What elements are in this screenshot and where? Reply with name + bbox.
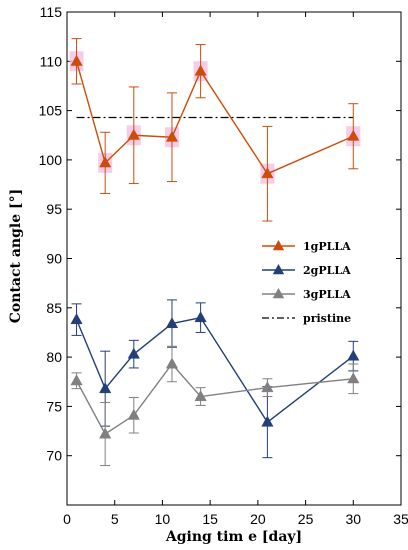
legend-item: 1gPLLA — [262, 240, 351, 253]
data-point — [165, 130, 179, 142]
legend: 1gPLLA 2gPLLA 3gPLLA pristine — [262, 240, 351, 325]
y-tick-label: 105 — [39, 103, 63, 119]
x-tick-label: 5 — [111, 511, 119, 527]
y-tick-label: 80 — [46, 349, 62, 365]
data-point — [194, 311, 207, 323]
data-point — [70, 313, 83, 325]
data-point — [261, 415, 274, 427]
data-point — [194, 64, 207, 76]
data-point — [99, 156, 112, 168]
legend-label: 2gPLLA — [303, 264, 351, 277]
legend-label: 3gPLLA — [303, 288, 351, 301]
y-tick-label: 85 — [46, 300, 62, 316]
data-point — [347, 349, 360, 361]
legend-label: 1gPLLA — [303, 240, 351, 253]
series-layer — [69, 38, 361, 467]
x-tick-label: 0 — [63, 511, 71, 527]
plot-frame — [66, 11, 402, 506]
x-tick-label: 15 — [202, 511, 218, 527]
series-3gplla — [70, 345, 360, 467]
legend-marker — [272, 240, 285, 251]
legend-label: pristine — [303, 312, 351, 325]
axes: 70 75 80 85 90 95 100 105 110 115 0 5 10 15 20 25 30 35 — [39, 4, 408, 527]
data-point — [70, 374, 83, 386]
data-point — [99, 382, 112, 394]
y-tick-label: 115 — [40, 4, 63, 20]
legend-item: 2gPLLA — [262, 264, 351, 277]
data-point — [261, 167, 274, 179]
series-1gplla — [69, 38, 361, 222]
data-point — [99, 427, 112, 439]
series-line — [75, 362, 354, 436]
y-tick-label: 95 — [46, 201, 62, 217]
data-point — [127, 408, 140, 420]
legend-item: 3gPLLA — [262, 288, 351, 301]
x-tick-label: 35 — [393, 511, 408, 527]
y-tick-label: 110 — [40, 53, 63, 69]
x-tick-label: 20 — [250, 511, 266, 527]
y-tick-label: 75 — [46, 398, 62, 414]
y-axis-title: Contact angle [°] — [8, 189, 24, 323]
y-tick-label: 90 — [46, 251, 62, 267]
data-point — [127, 347, 140, 359]
data-point — [165, 357, 179, 369]
series-line — [75, 316, 354, 424]
data-point — [127, 128, 140, 140]
x-tick-label: 25 — [298, 511, 314, 527]
data-point — [261, 381, 274, 393]
data-point — [165, 317, 179, 329]
data-point — [194, 390, 207, 401]
series-2gplla — [70, 299, 360, 459]
y-tick-label: 70 — [46, 448, 62, 464]
x-tick-label: 10 — [155, 511, 171, 527]
legend-marker — [272, 264, 285, 275]
legend-item: pristine — [262, 312, 351, 325]
data-point — [347, 372, 360, 384]
x-axis-title: Aging tim e [day] — [165, 529, 302, 545]
y-tick-label: 100 — [39, 152, 63, 168]
data-point — [347, 129, 360, 141]
data-point — [70, 54, 83, 66]
legend-marker — [272, 288, 285, 299]
x-tick-label: 30 — [345, 511, 361, 527]
